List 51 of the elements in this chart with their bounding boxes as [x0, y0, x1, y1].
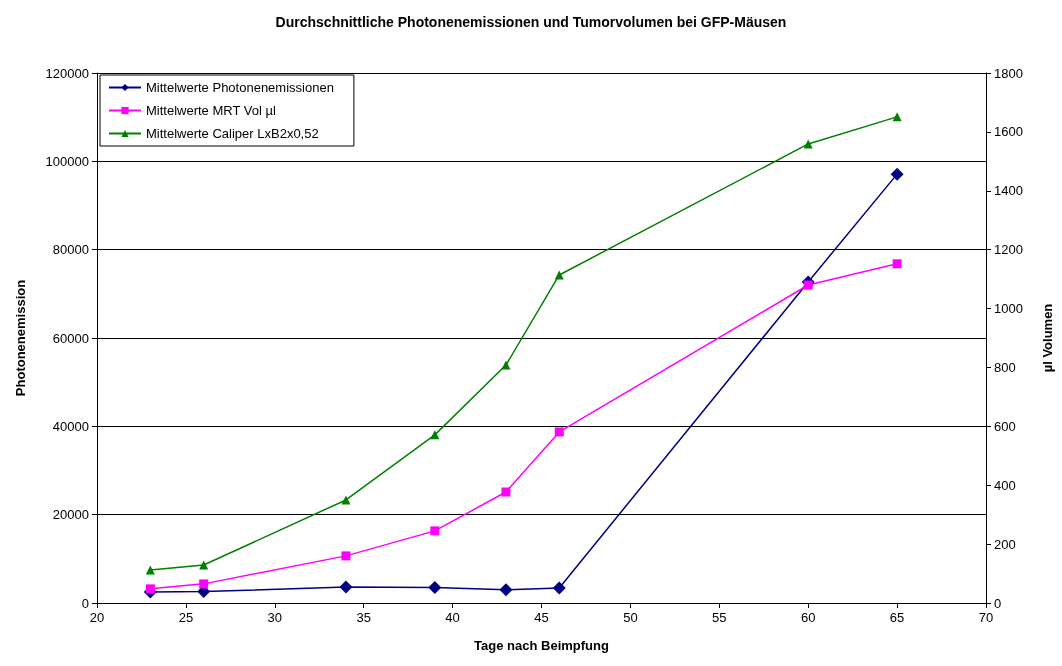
point — [430, 526, 440, 536]
y2-tick-label: 800 — [994, 359, 1016, 375]
y2-axis-title: µl Volumen — [1040, 303, 1055, 373]
legend-label: Mittelwerte Photonenemissionen — [146, 80, 334, 95]
point — [803, 280, 813, 290]
x-tick-label: 30 — [267, 610, 283, 625]
y-tick-label: 0 — [81, 595, 89, 611]
y2-tick-label: 1400 — [994, 183, 1023, 199]
point — [501, 360, 511, 370]
x-tick-label: 40 — [445, 610, 460, 625]
x-tick-label: 25 — [178, 610, 194, 625]
x-tick-label: 50 — [623, 610, 638, 625]
y2-tick-label: 400 — [994, 477, 1016, 493]
point — [199, 560, 209, 570]
y-tick-label: 40000 — [52, 418, 89, 434]
point — [554, 427, 564, 437]
y2-tick-label: 1200 — [994, 242, 1023, 258]
x-tick-label: 45 — [534, 610, 549, 625]
x-tick-label: 65 — [889, 610, 905, 625]
x-tick-label: 60 — [800, 610, 816, 625]
y-tick-label: 120000 — [45, 65, 89, 81]
x-tick-label: 35 — [356, 610, 371, 625]
x-tick-label: 20 — [89, 610, 105, 625]
y2-tick-label: 600 — [994, 418, 1016, 434]
point — [428, 581, 442, 595]
point — [552, 581, 566, 595]
y-tick-label: 100000 — [45, 153, 89, 169]
x-axis-title: Tage nach Beimpfung — [474, 638, 609, 653]
point — [145, 584, 155, 594]
point — [499, 583, 513, 597]
legend-label: Mittelwerte Caliper LxB2x0,52 — [146, 126, 319, 141]
y2-tick-label: 1800 — [994, 65, 1023, 81]
y2-tick-label: 200 — [994, 536, 1016, 552]
y2-tick-label: 1600 — [994, 124, 1023, 140]
x-tick-label: 70 — [978, 610, 994, 625]
y2-tick-label: 1000 — [994, 301, 1023, 317]
y-tick-label: 20000 — [52, 507, 89, 523]
point — [892, 259, 902, 269]
x-tick-label: 55 — [712, 610, 727, 625]
legend-label: Mittelwerte MRT Vol µl — [146, 103, 276, 118]
point — [339, 580, 353, 594]
point — [341, 551, 351, 561]
y-axis-title: Photonenemission — [13, 279, 28, 397]
point — [145, 565, 155, 575]
point — [501, 487, 511, 497]
point — [890, 167, 904, 181]
y-tick-label: 60000 — [52, 330, 89, 346]
chart-title: Durchschnittliche Photonenemissionen und Tumorvolumen bei GFP-Mäusen — [275, 14, 787, 30]
point — [199, 579, 209, 589]
y2-tick-label: 0 — [994, 595, 1002, 611]
y-tick-label: 80000 — [52, 242, 89, 258]
